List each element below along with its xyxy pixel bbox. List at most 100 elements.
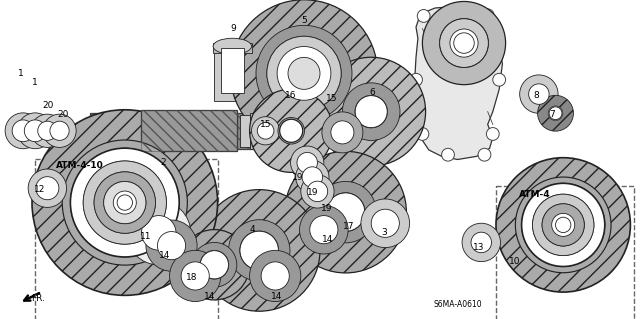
Text: 12: 12 — [34, 185, 45, 194]
Circle shape — [43, 114, 76, 147]
Circle shape — [280, 119, 303, 142]
Polygon shape — [415, 6, 502, 160]
Text: S6MA-A0610: S6MA-A0610 — [433, 300, 482, 309]
FancyBboxPatch shape — [83, 119, 115, 143]
Circle shape — [198, 249, 230, 281]
Bar — [221, 48, 244, 93]
Text: 8: 8 — [534, 91, 539, 100]
Circle shape — [361, 199, 410, 248]
Text: 7: 7 — [549, 110, 554, 119]
Circle shape — [267, 36, 341, 110]
Bar — [250, 113, 262, 149]
Circle shape — [532, 194, 594, 256]
Circle shape — [355, 96, 387, 128]
Circle shape — [272, 41, 336, 105]
Circle shape — [94, 172, 156, 233]
Bar — [90, 113, 314, 149]
Circle shape — [285, 151, 406, 273]
Text: 11: 11 — [140, 232, 152, 241]
Circle shape — [522, 183, 605, 266]
Circle shape — [556, 217, 571, 233]
Circle shape — [250, 89, 333, 172]
Circle shape — [268, 37, 341, 110]
Circle shape — [257, 122, 274, 139]
Circle shape — [548, 106, 563, 121]
Circle shape — [200, 251, 228, 279]
Circle shape — [31, 114, 64, 147]
Circle shape — [481, 9, 494, 22]
Circle shape — [324, 190, 367, 234]
Circle shape — [62, 140, 188, 265]
Text: 10: 10 — [509, 257, 521, 266]
Circle shape — [440, 19, 488, 67]
Text: 17: 17 — [343, 222, 355, 231]
Bar — [141, 110, 237, 151]
Circle shape — [538, 95, 573, 131]
Circle shape — [230, 0, 378, 147]
Circle shape — [454, 33, 474, 53]
Circle shape — [486, 128, 499, 140]
Circle shape — [355, 96, 387, 128]
Text: 20: 20 — [57, 110, 68, 119]
Circle shape — [422, 2, 506, 85]
Circle shape — [5, 113, 41, 149]
Circle shape — [261, 262, 289, 290]
Circle shape — [442, 148, 454, 161]
Circle shape — [277, 47, 331, 100]
Circle shape — [17, 113, 53, 149]
Circle shape — [83, 161, 166, 244]
Text: 14: 14 — [271, 292, 282, 301]
Circle shape — [471, 232, 492, 253]
Circle shape — [322, 112, 363, 153]
Circle shape — [256, 26, 352, 121]
Circle shape — [552, 213, 575, 236]
Text: 20: 20 — [42, 101, 54, 110]
Circle shape — [127, 201, 191, 265]
Circle shape — [326, 193, 365, 231]
Circle shape — [291, 146, 324, 179]
Circle shape — [267, 36, 341, 110]
Bar — [240, 115, 250, 147]
Text: 5: 5 — [301, 16, 307, 25]
Circle shape — [117, 195, 132, 210]
Text: 4: 4 — [250, 225, 255, 234]
Circle shape — [342, 83, 400, 140]
Circle shape — [416, 128, 429, 140]
Circle shape — [493, 73, 506, 86]
Circle shape — [326, 193, 365, 231]
Circle shape — [315, 182, 376, 243]
Text: 14: 14 — [322, 235, 333, 244]
Circle shape — [542, 204, 584, 246]
Circle shape — [371, 209, 399, 237]
Circle shape — [94, 172, 156, 233]
Circle shape — [307, 181, 328, 202]
Bar — [214, 46, 250, 101]
Bar — [90, 113, 314, 149]
Circle shape — [157, 232, 186, 260]
Ellipse shape — [213, 38, 252, 54]
Text: 19: 19 — [321, 204, 332, 213]
Circle shape — [478, 148, 491, 161]
Text: 19: 19 — [292, 173, 303, 182]
Circle shape — [520, 75, 558, 113]
Bar — [213, 43, 252, 53]
Text: 13: 13 — [473, 243, 484, 252]
Circle shape — [228, 220, 290, 281]
Circle shape — [440, 19, 488, 67]
Circle shape — [28, 169, 67, 207]
Circle shape — [300, 205, 348, 254]
Circle shape — [317, 57, 426, 166]
Circle shape — [146, 220, 197, 271]
Circle shape — [532, 194, 594, 256]
Circle shape — [310, 216, 338, 244]
Circle shape — [297, 152, 317, 173]
Circle shape — [250, 250, 301, 301]
Circle shape — [410, 73, 422, 86]
Circle shape — [278, 117, 305, 144]
Circle shape — [288, 57, 320, 89]
Text: 6: 6 — [370, 88, 375, 97]
Circle shape — [200, 251, 228, 279]
Circle shape — [296, 160, 329, 194]
Circle shape — [240, 231, 278, 270]
Text: 14: 14 — [204, 292, 216, 301]
